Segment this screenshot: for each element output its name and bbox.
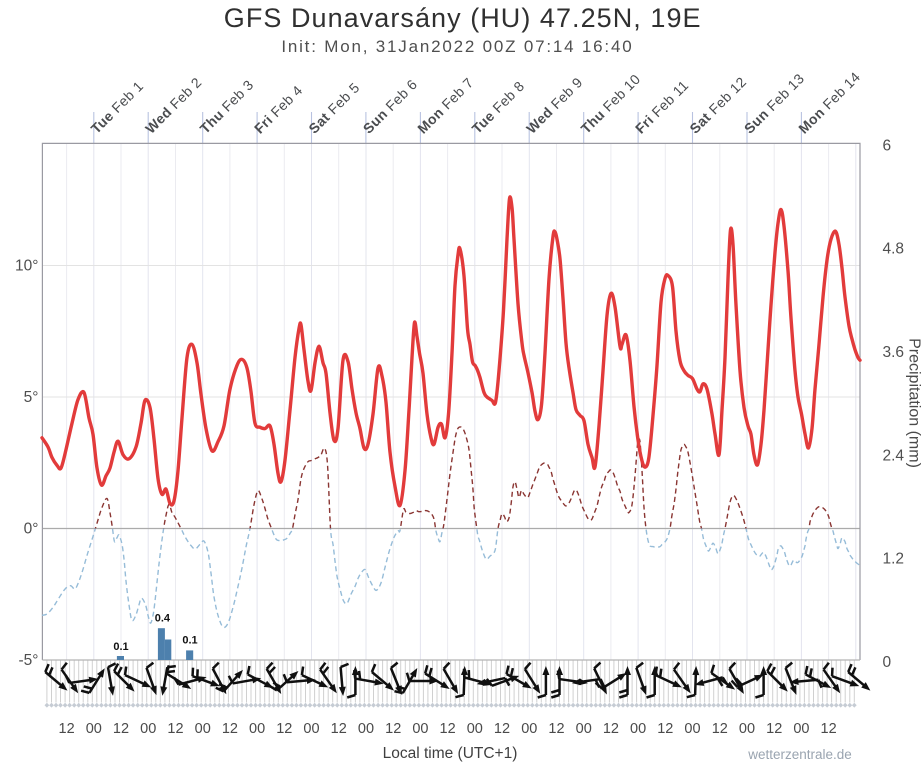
svg-text:4.8: 4.8 bbox=[883, 241, 905, 258]
svg-text:00: 00 bbox=[140, 721, 156, 737]
svg-text:12: 12 bbox=[548, 721, 564, 737]
svg-text:3.6: 3.6 bbox=[883, 344, 905, 361]
svg-text:0.4: 0.4 bbox=[155, 613, 171, 625]
svg-text:00: 00 bbox=[195, 721, 211, 737]
svg-text:12: 12 bbox=[113, 721, 129, 737]
svg-text:00: 00 bbox=[467, 721, 483, 737]
svg-text:12: 12 bbox=[603, 721, 619, 737]
svg-text:00: 00 bbox=[412, 721, 428, 737]
svg-text:00: 00 bbox=[793, 721, 809, 737]
svg-text:00: 00 bbox=[249, 721, 265, 737]
svg-text:12: 12 bbox=[59, 721, 75, 737]
svg-text:6: 6 bbox=[883, 137, 892, 154]
svg-text:00: 00 bbox=[576, 721, 592, 737]
svg-text:00: 00 bbox=[303, 721, 319, 737]
svg-text:12: 12 bbox=[167, 721, 183, 737]
svg-text:00: 00 bbox=[739, 721, 755, 737]
svg-text:00: 00 bbox=[684, 721, 700, 737]
svg-text:00: 00 bbox=[86, 721, 102, 737]
svg-text:00: 00 bbox=[358, 721, 374, 737]
svg-text:12: 12 bbox=[766, 721, 782, 737]
svg-text:0: 0 bbox=[883, 654, 892, 671]
svg-text:GFS Dunavarsány (HU) 47.25N, 1: GFS Dunavarsány (HU) 47.25N, 19E bbox=[224, 3, 702, 33]
svg-text:0.1: 0.1 bbox=[182, 635, 197, 647]
svg-text:12: 12 bbox=[494, 721, 510, 737]
svg-text:12: 12 bbox=[331, 721, 347, 737]
svg-text:12: 12 bbox=[440, 721, 456, 737]
svg-text:wetterzentrale.de: wetterzentrale.de bbox=[747, 747, 852, 762]
svg-text:-5°: -5° bbox=[19, 652, 39, 669]
svg-text:12: 12 bbox=[276, 721, 292, 737]
svg-text:0°: 0° bbox=[24, 521, 39, 538]
svg-text:5°: 5° bbox=[24, 389, 39, 406]
svg-text:12: 12 bbox=[222, 721, 238, 737]
svg-text:Local time (UTC+1): Local time (UTC+1) bbox=[383, 745, 518, 762]
svg-text:00: 00 bbox=[630, 721, 646, 737]
svg-text:12: 12 bbox=[821, 721, 837, 737]
svg-text:12: 12 bbox=[385, 721, 401, 737]
svg-text:1.2: 1.2 bbox=[883, 551, 905, 568]
svg-text:0.1: 0.1 bbox=[113, 641, 128, 653]
svg-text:2.4: 2.4 bbox=[883, 447, 905, 464]
svg-text:00: 00 bbox=[521, 721, 537, 737]
svg-text:Precipitation (mm): Precipitation (mm) bbox=[906, 338, 921, 468]
svg-text:12: 12 bbox=[712, 721, 728, 737]
svg-text:Init: Mon, 31Jan2022 00Z 07:14: Init: Mon, 31Jan2022 00Z 07:14 16:40 bbox=[281, 37, 633, 56]
svg-text:12: 12 bbox=[657, 721, 673, 737]
svg-text:10°: 10° bbox=[15, 258, 38, 275]
